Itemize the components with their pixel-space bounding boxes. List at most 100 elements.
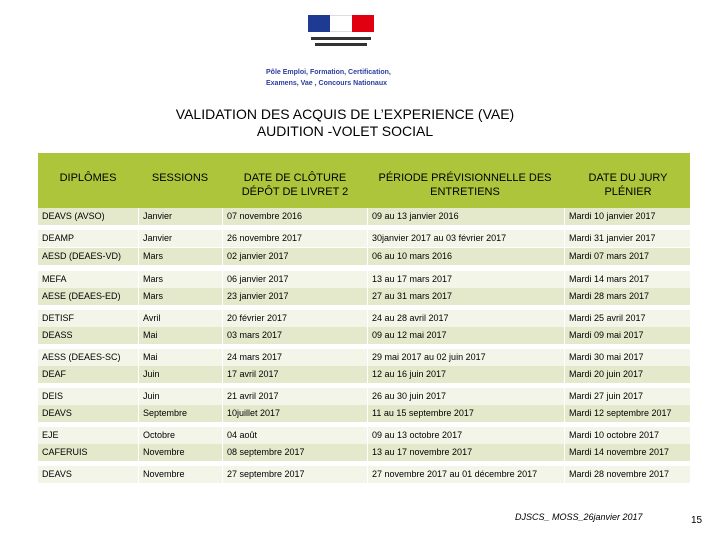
page-number: 15 xyxy=(691,515,703,526)
cell-diplome: DEAVS xyxy=(42,408,72,418)
cell-periode: 29 mai 2017 au 02 juin 2017 xyxy=(372,352,486,362)
cell-date-jury: Mardi 14 novembre 2017 xyxy=(569,447,670,457)
table-row: DEAMP Janvier 26 novembre 2017 30janvier 20… xyxy=(38,230,690,247)
cell-session: Novembre xyxy=(143,447,185,457)
column-divider xyxy=(138,427,139,444)
cell-session: Novembre xyxy=(143,469,185,479)
logo-motto-line2 xyxy=(315,43,367,46)
column-divider xyxy=(564,405,565,422)
cell-date-cloture: 23 janvier 2017 xyxy=(227,291,289,301)
cell-diplome: MEFA xyxy=(42,274,67,284)
cell-session: Septembre xyxy=(143,408,188,418)
cell-date-jury: Mardi 28 novembre 2017 xyxy=(569,469,670,479)
column-divider xyxy=(564,427,565,444)
cell-date-cloture: 07 novembre 2016 xyxy=(227,211,303,221)
cell-diplome: DEAF xyxy=(42,369,67,379)
column-divider xyxy=(564,366,565,383)
cell-diplome: DEASS xyxy=(42,330,73,340)
cell-date-jury: Mardi 27 juin 2017 xyxy=(569,391,644,401)
cell-date-jury: Mardi 14 mars 2017 xyxy=(569,274,650,284)
cell-periode: 30janvier 2017 au 03 février 2017 xyxy=(372,233,507,243)
column-divider xyxy=(138,366,139,383)
cell-date-cloture: 08 septembre 2017 xyxy=(227,447,305,457)
column-divider xyxy=(564,288,565,305)
column-divider xyxy=(138,208,139,225)
column-divider xyxy=(222,310,223,327)
cell-diplome: DEAVS xyxy=(42,469,72,479)
subtitle-line1: Pôle Emploi, Formation, Certification, xyxy=(266,69,391,76)
header-periode-entretiens: PÉRIODE PRÉVISIONNELLE DES ENTRETIENS xyxy=(378,172,552,198)
header-date-jury: DATE DU JURY PLÉNIER xyxy=(588,172,668,198)
table-row: DEAVS Novembre 27 septembre 2017 27 novembr… xyxy=(38,466,690,483)
column-divider xyxy=(222,388,223,405)
column-divider xyxy=(367,248,368,265)
page-title: VALIDATION DES ACQUIS DE L’EXPERIENCE (V… xyxy=(0,106,690,140)
cell-session: Mars xyxy=(143,251,163,261)
table-row: DEAF Juin 17 avril 2017 12 au 16 juin 2017 M… xyxy=(38,366,690,383)
cell-session: Juin xyxy=(143,369,160,379)
column-divider xyxy=(367,310,368,327)
column-divider xyxy=(564,230,565,247)
cell-date-jury: Mardi 31 janvier 2017 xyxy=(569,233,656,243)
column-divider xyxy=(367,388,368,405)
column-divider xyxy=(367,327,368,344)
cell-date-cloture: 21 avril 2017 xyxy=(227,391,279,401)
column-divider xyxy=(222,208,223,225)
cell-date-jury: Mardi 30 mai 2017 xyxy=(569,352,644,362)
column-divider xyxy=(222,444,223,461)
table-row: CAFERUIS Novembre 08 septembre 2017 13 au 1… xyxy=(38,444,690,461)
column-divider xyxy=(222,230,223,247)
table-row: DEASS Mai 03 mars 2017 09 au 12 mai 2017 Mar… xyxy=(38,327,690,344)
cell-periode: 09 au 13 janvier 2016 xyxy=(372,211,459,221)
column-divider xyxy=(138,271,139,288)
table-header: DIPLÔMES SESSIONS DATE DE CLÔTURE DÉPÔT … xyxy=(38,153,690,208)
department-subtitle: Pôle Emploi, Formation, Certification, E… xyxy=(266,67,426,89)
cell-diplome: CAFERUIS xyxy=(42,447,88,457)
cell-date-cloture: 20 février 2017 xyxy=(227,313,288,323)
cell-date-jury: Mardi 10 janvier 2017 xyxy=(569,211,656,221)
column-divider xyxy=(222,427,223,444)
column-divider xyxy=(564,388,565,405)
cell-diplome: DEAVS (AVSO) xyxy=(42,211,105,221)
cell-date-cloture: 27 septembre 2017 xyxy=(227,469,305,479)
column-divider xyxy=(138,248,139,265)
cell-periode: 06 au 10 mars 2016 xyxy=(372,251,453,261)
cell-date-cloture: 03 mars 2017 xyxy=(227,330,283,340)
subtitle-line2: Examens, Vae , Concours Nationaux xyxy=(266,80,387,87)
table-row: MEFA Mars 06 janvier 2017 13 au 17 mars 201… xyxy=(38,271,690,288)
column-divider xyxy=(564,248,565,265)
column-divider xyxy=(367,349,368,366)
column-divider xyxy=(564,271,565,288)
column-divider xyxy=(367,230,368,247)
column-divider xyxy=(138,288,139,305)
cell-periode: 27 novembre 2017 au 01 décembre 2017 xyxy=(372,469,538,479)
header-date-cloture: DATE DE CLÔTURE DÉPÔT DE LIVRET 2 xyxy=(241,172,349,198)
table-row: AESS (DEAES-SC) Mai 24 mars 2017 29 mai 201… xyxy=(38,349,690,366)
cell-date-cloture: 04 août xyxy=(227,430,258,440)
column-divider xyxy=(138,349,139,366)
cell-periode: 26 au 30 juin 2017 xyxy=(372,391,447,401)
cell-periode: 09 au 13 octobre 2017 xyxy=(372,430,463,440)
column-divider xyxy=(222,405,223,422)
column-divider xyxy=(138,405,139,422)
column-divider xyxy=(367,208,368,225)
republique-francaise-logo xyxy=(305,15,377,51)
cell-diplome: EJE xyxy=(42,430,59,440)
cell-session: Mars xyxy=(143,291,163,301)
column-divider xyxy=(222,349,223,366)
cell-diplome: AESS (DEAES-SC) xyxy=(42,352,121,362)
cell-session: Mai xyxy=(143,352,158,362)
table-row: DEIS Juin 21 avril 2017 26 au 30 juin 2017 M… xyxy=(38,388,690,405)
column-divider xyxy=(367,405,368,422)
column-divider xyxy=(367,271,368,288)
cell-date-jury: Mardi 07 mars 2017 xyxy=(569,251,650,261)
cell-date-cloture: 26 novembre 2017 xyxy=(227,233,303,243)
cell-periode: 13 au 17 mars 2017 xyxy=(372,274,453,284)
column-divider xyxy=(367,444,368,461)
cell-periode: 27 au 31 mars 2017 xyxy=(372,291,453,301)
title-line1: VALIDATION DES ACQUIS DE L’EXPERIENCE (V… xyxy=(175,106,515,122)
table-row: DEAVS (AVSO) Janvier 07 novembre 2016 09 au… xyxy=(38,208,690,225)
table-row: DETISF Avril 20 février 2017 24 au 28 avril… xyxy=(38,310,690,327)
column-divider xyxy=(222,271,223,288)
cell-date-jury: Mardi 12 septembre 2017 xyxy=(569,408,672,418)
